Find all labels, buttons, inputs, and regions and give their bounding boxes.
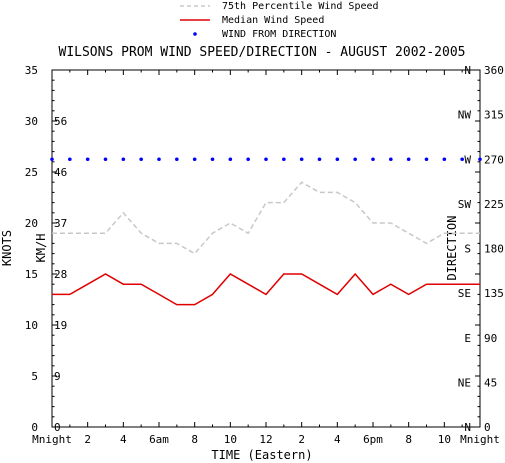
x-tick-label: 8: [405, 433, 412, 446]
y-tick-label-knots: 10: [25, 319, 38, 332]
direction-point: [85, 157, 90, 162]
x-tick-label: 2: [298, 433, 305, 446]
direction-point: [157, 157, 161, 162]
series-75th-percentile-line: [52, 181, 480, 255]
series-median-line: [52, 272, 480, 306]
direction-point: [264, 157, 268, 162]
x-tick-label: Mnight: [32, 433, 72, 446]
y-tick-label-compass: S: [464, 243, 471, 256]
y-tick-label-compass: N: [464, 64, 471, 77]
x-tick-label: 10: [438, 433, 451, 446]
y-tick-label-degrees: 270: [484, 153, 504, 166]
y-tick-label-knots: 5: [31, 370, 38, 383]
y-tick-label-knots: 20: [25, 217, 38, 230]
direction-point: [478, 157, 482, 162]
legend: 75th Percentile Wind Speed Median Wind S…: [180, 1, 379, 40]
series-direction-dots: [50, 157, 482, 162]
direction-point: [460, 157, 464, 162]
x-tick-label: 4: [120, 433, 127, 446]
y-tick-label-knots: 25: [25, 166, 38, 179]
y-tick-label-degrees: 135: [484, 287, 504, 300]
direction-point: [406, 157, 411, 162]
direction-point: [335, 157, 340, 162]
y-tick-label-compass: E: [464, 332, 471, 345]
direction-point: [50, 157, 54, 162]
y-tick-label-kmh: 0: [54, 421, 61, 434]
y-tick-label-kmh: 9: [54, 370, 61, 383]
legend-swatch-direction: [193, 32, 197, 36]
direction-point: [175, 157, 179, 162]
y-tick-label-knots: 15: [25, 268, 38, 281]
direction-point: [192, 157, 197, 162]
y-tick-label-compass: N: [464, 421, 471, 434]
y-tick-label-kmh: 37: [54, 217, 67, 230]
y-tick-label-degrees: 360: [484, 64, 504, 77]
y-tick-label-knots: 0: [31, 421, 38, 434]
direction-point: [210, 157, 215, 162]
direction-point: [353, 157, 357, 162]
legend-label-median: Median Wind Speed: [222, 15, 324, 26]
y-tick-label-knots: 30: [25, 115, 38, 128]
direction-point: [371, 157, 375, 162]
direction-point: [121, 157, 126, 162]
direction-point: [228, 157, 233, 162]
x-tick-label: 8: [191, 433, 198, 446]
y-tick-label-degrees: 45: [484, 376, 497, 389]
direction-point: [424, 157, 429, 162]
direction-point: [389, 157, 393, 162]
axis-ticks: 051015202530350919283746560N45NE90E135SE…: [25, 64, 504, 446]
x-tick-label: Mnight: [460, 433, 500, 446]
y-tick-label-compass: SE: [458, 287, 471, 300]
x-tick-label: 4: [334, 433, 341, 446]
x-tick-label: 10: [224, 433, 237, 446]
direction-point: [317, 157, 322, 162]
y-axis-title-direction: DIRECTION: [445, 215, 459, 280]
chart-title: WILSONS PROM WIND SPEED/DIRECTION - AUGU…: [59, 45, 466, 60]
plot-frame: [51, 69, 481, 428]
y-axis-title-knots: KNOTS: [0, 230, 14, 266]
legend-label-75th-percentile: 75th Percentile Wind Speed: [222, 1, 379, 12]
y-tick-label-kmh: 28: [54, 268, 67, 281]
series-layer: [50, 157, 482, 306]
x-tick-label: 2: [84, 433, 91, 446]
y-tick-label-knots: 35: [25, 64, 38, 77]
y-tick-label-degrees: 0: [484, 421, 491, 434]
y-tick-label-degrees: 225: [484, 198, 504, 211]
y-tick-label-compass: NE: [458, 376, 471, 389]
y-tick-label-compass: W: [464, 153, 471, 166]
x-tick-label: 12: [259, 433, 272, 446]
y-tick-label-degrees: 90: [484, 332, 497, 345]
y-tick-label-compass: SW: [458, 198, 472, 211]
y-tick-label-kmh: 56: [54, 115, 67, 128]
y-axis-title-kmh: KM/H: [34, 234, 48, 263]
direction-point: [68, 157, 72, 162]
direction-point: [139, 157, 143, 162]
y-tick-label-kmh: 19: [54, 319, 67, 332]
y-tick-label-degrees: 315: [484, 109, 504, 122]
direction-point: [299, 157, 304, 162]
direction-point: [282, 157, 286, 162]
x-tick-label: 6am: [149, 433, 169, 446]
direction-point: [442, 157, 447, 162]
y-tick-label-kmh: 46: [54, 166, 67, 179]
x-tick-label: 6pm: [363, 433, 383, 446]
legend-label-direction: WIND FROM DIRECTION: [222, 29, 336, 40]
direction-point: [246, 157, 250, 162]
x-axis-title: TIME (Eastern): [211, 448, 312, 462]
y-tick-label-compass: NW: [458, 109, 472, 122]
direction-point: [103, 157, 108, 162]
y-tick-label-degrees: 180: [484, 243, 504, 256]
